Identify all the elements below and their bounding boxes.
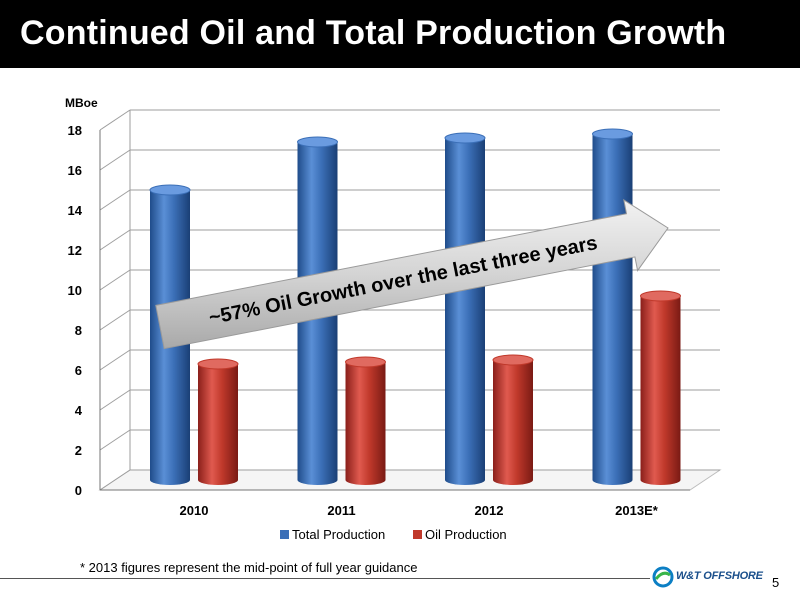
gridline-diagonal xyxy=(99,429,131,451)
x-tick-label: 2011 xyxy=(327,503,355,518)
gridline-diagonal xyxy=(99,229,131,251)
production-chart: 0 2 4 6 8 10 12 14 16 18 2010 2011 2012 2013E* ~57% O… xyxy=(65,96,722,542)
oil-production-bar xyxy=(345,356,386,485)
slide-title: Continued Oil and Total Production Growt… xyxy=(20,14,727,52)
footnote: * 2013 figures represent the mid-point o… xyxy=(80,560,418,575)
company-logo: W&T OFFSHORE xyxy=(652,566,763,588)
bar-body xyxy=(345,362,386,485)
page-number: 5 xyxy=(772,575,780,590)
x-tick-label: 2013E* xyxy=(615,503,659,518)
y-tick-label: 16 xyxy=(68,163,82,178)
y-tick-label: 2 xyxy=(75,443,82,458)
logo-text: W&T OFFSHORE xyxy=(676,570,763,582)
bar-top xyxy=(345,356,386,368)
gridline-diagonal xyxy=(99,149,131,171)
legend-label: Total Production xyxy=(292,527,385,542)
footer-divider xyxy=(0,578,650,579)
gridline-diagonal xyxy=(99,269,131,291)
gridline-diagonal xyxy=(99,349,131,371)
growth-arrow-shape xyxy=(155,198,669,350)
gridline-diagonal xyxy=(99,109,131,131)
bar-top xyxy=(640,290,681,302)
x-tick-label: 2012 xyxy=(475,503,504,518)
x-tick-label: 2010 xyxy=(180,503,209,518)
bar-body xyxy=(640,296,681,485)
bar-top xyxy=(592,128,633,140)
gridline-diagonal xyxy=(99,309,131,331)
y-tick-label: 14 xyxy=(68,203,83,218)
logo-swirl-icon xyxy=(652,566,674,588)
y-tick-label: 10 xyxy=(68,283,82,298)
growth-arrow: ~57% Oil Growth over the last three year… xyxy=(155,198,669,350)
oil-production-bar xyxy=(640,290,681,485)
bar-top xyxy=(297,136,338,148)
growth-annotation: ~57% Oil Growth over the last three year… xyxy=(207,232,599,329)
bar-top xyxy=(149,184,191,196)
y-tick-label: 6 xyxy=(75,363,82,378)
gridline-diagonal xyxy=(99,189,131,211)
gridline-diagonal xyxy=(99,469,131,491)
y-tick-label: 12 xyxy=(68,243,82,258)
y-tick-label: 0 xyxy=(75,483,82,498)
title-bar: Continued Oil and Total Production Growt… xyxy=(0,0,800,68)
total-production-bar xyxy=(592,128,633,485)
y-axis-title: MBoe xyxy=(65,96,98,110)
bar-top xyxy=(197,358,239,370)
y-tick-label: 4 xyxy=(75,403,83,418)
bar-top xyxy=(444,132,486,144)
bar-body xyxy=(198,364,238,485)
legend: Total Production Oil Production xyxy=(280,527,507,542)
bar-top xyxy=(492,354,534,366)
oil-production-bar xyxy=(492,354,534,485)
oil-production-bar xyxy=(197,358,239,485)
y-tick-label: 18 xyxy=(68,123,82,138)
bar-body xyxy=(493,360,533,485)
legend-swatch xyxy=(413,530,422,539)
legend-label: Oil Production xyxy=(425,527,507,542)
legend-swatch xyxy=(280,530,289,539)
gridline-diagonal xyxy=(99,389,131,411)
total-production-bar xyxy=(444,132,486,485)
y-tick-label: 8 xyxy=(75,323,82,338)
bar-body xyxy=(592,134,633,485)
bar-body xyxy=(445,138,485,485)
